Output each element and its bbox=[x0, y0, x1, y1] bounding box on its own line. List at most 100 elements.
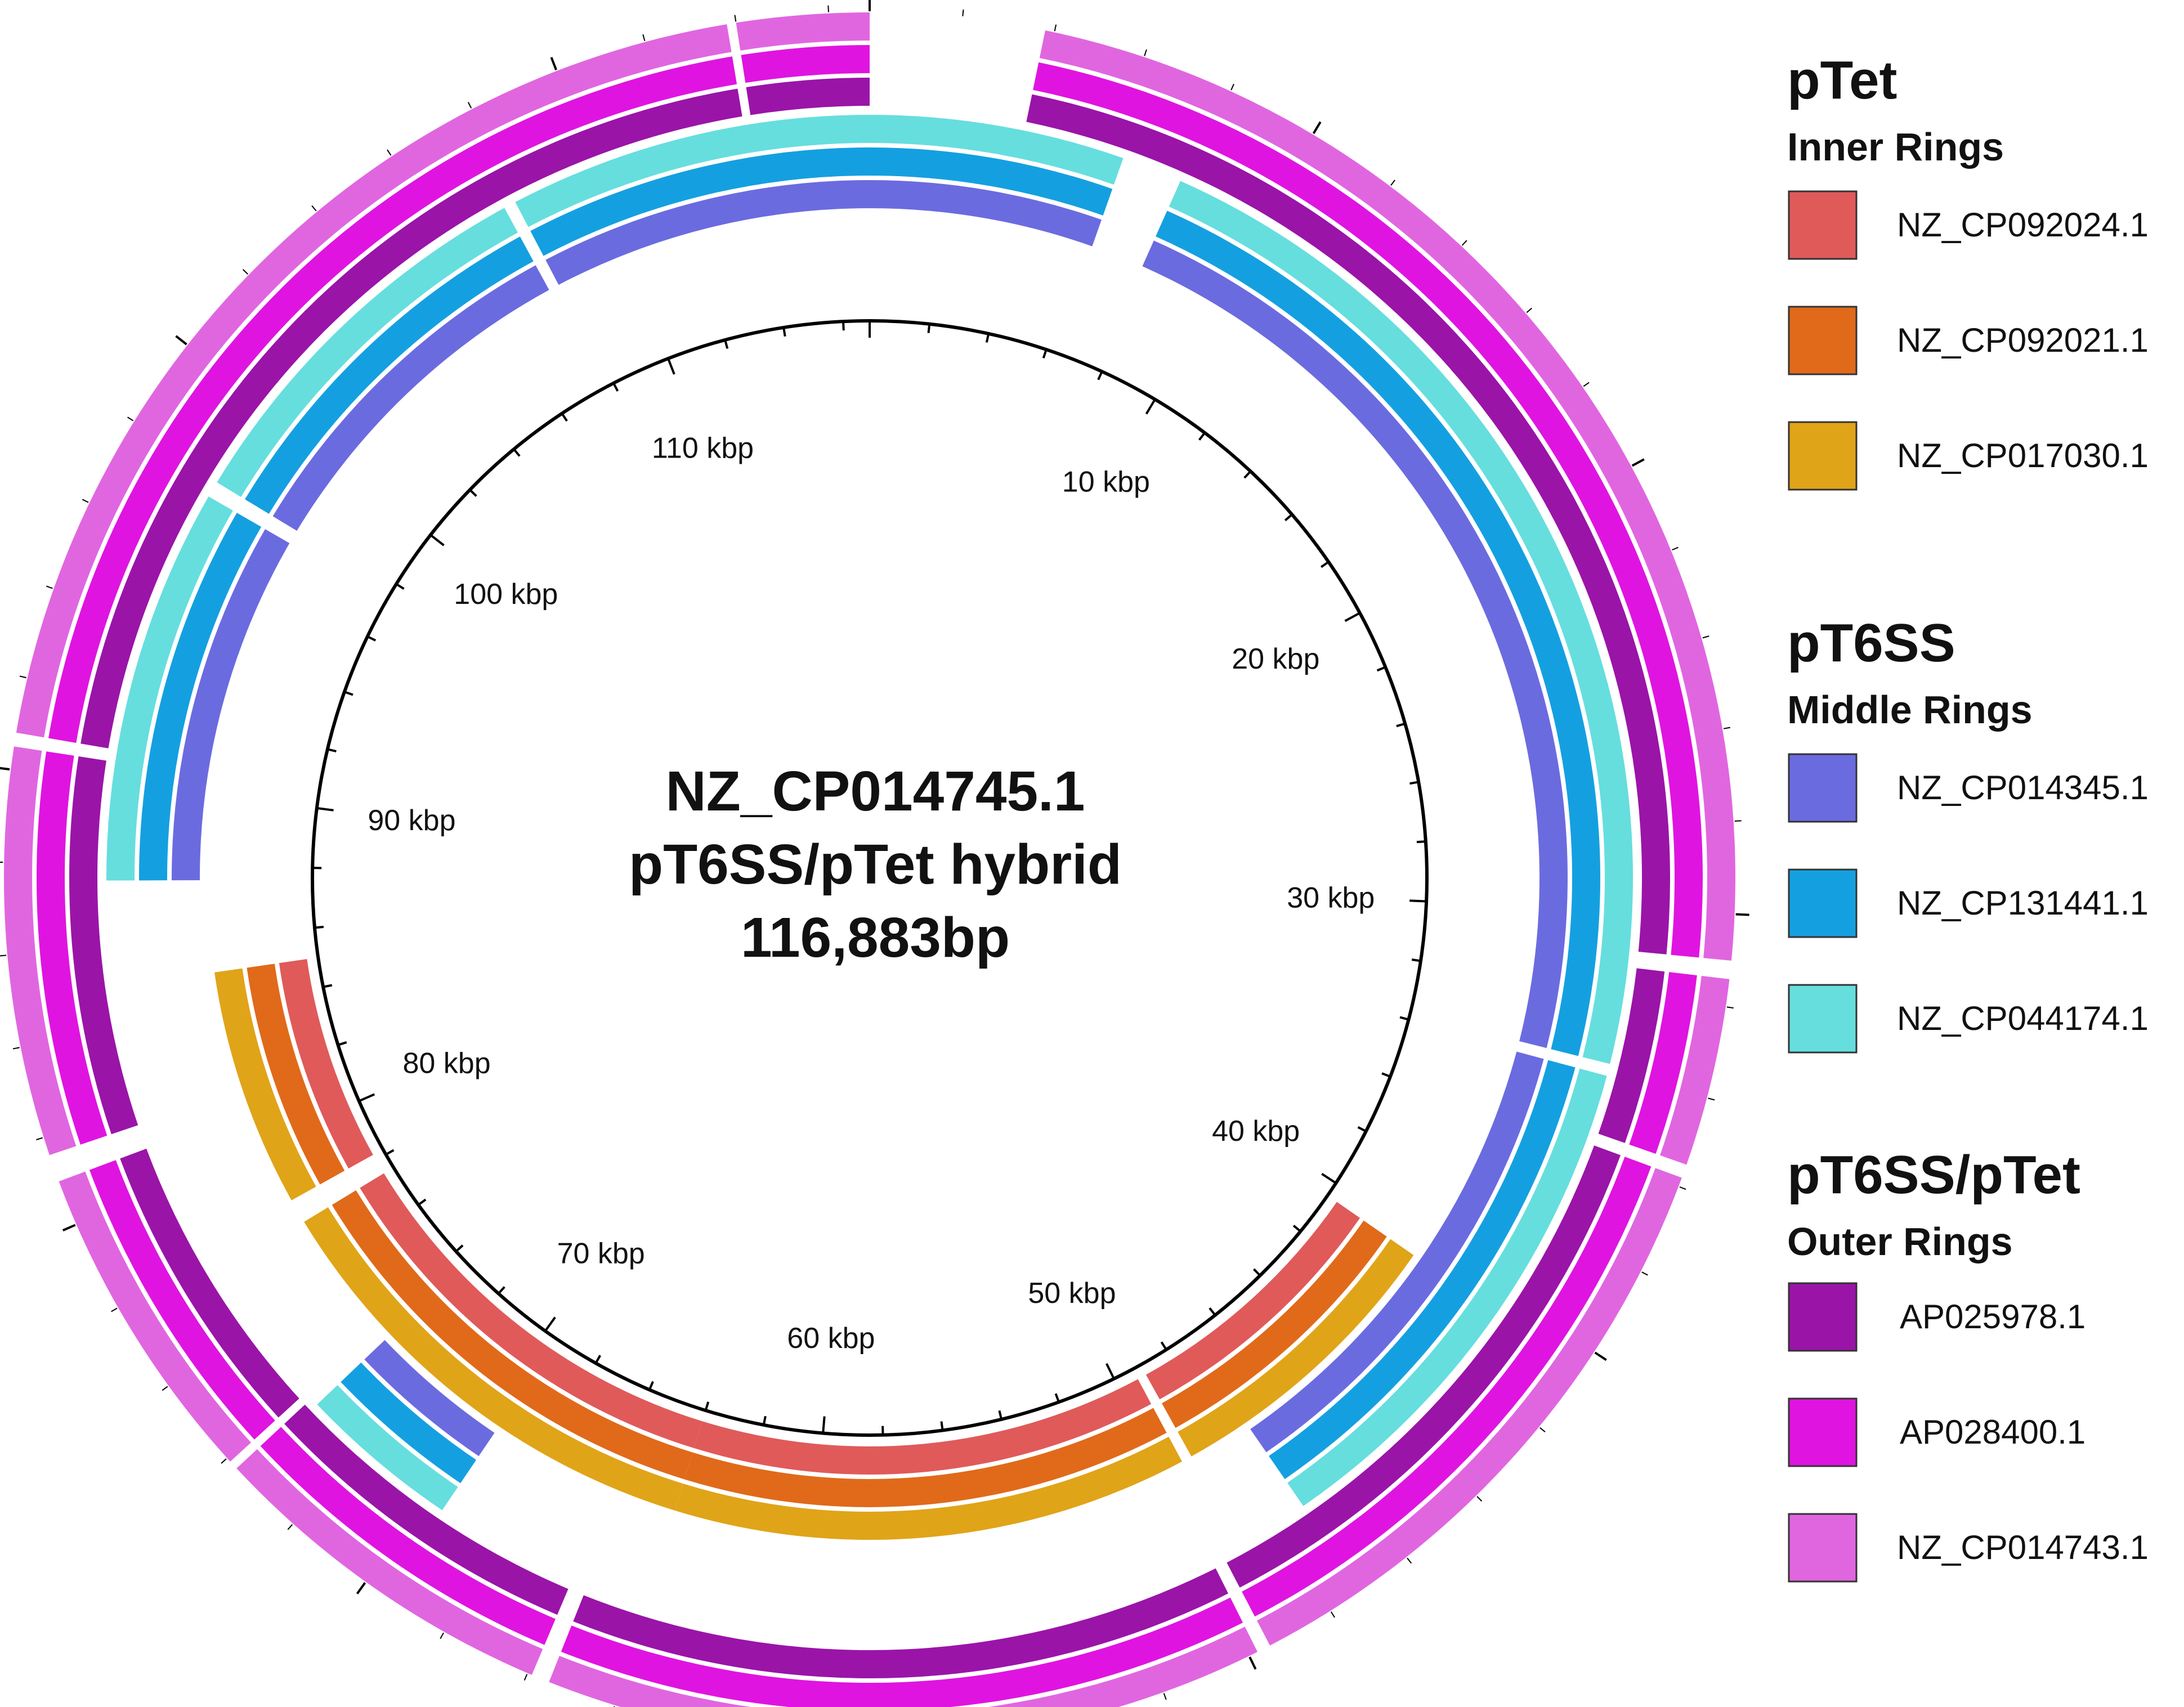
outer-tick bbox=[1407, 1557, 1412, 1564]
ring-segment bbox=[1256, 1168, 1682, 1646]
ring-segment bbox=[746, 78, 870, 115]
tick-label: 50 kbp bbox=[1028, 1277, 1116, 1310]
outer-tick bbox=[1054, 24, 1057, 32]
legend-label: AP028400.1 bbox=[1900, 1413, 2085, 1451]
minor-tick bbox=[323, 984, 333, 988]
outer-tick bbox=[36, 1137, 43, 1141]
ring-segment bbox=[284, 1404, 569, 1615]
minor-tick bbox=[594, 1355, 602, 1364]
ring-segment bbox=[1269, 1060, 1576, 1480]
outer-tick bbox=[1230, 83, 1234, 91]
minor-tick bbox=[498, 1286, 505, 1294]
minor-tick bbox=[985, 333, 990, 343]
minor-tick bbox=[704, 1401, 710, 1411]
center-title: NZ_CP014745.1 pT6SS/pTet hybrid 116,883b… bbox=[629, 760, 1122, 969]
ring-segment bbox=[236, 1449, 543, 1675]
tick-label: 70 kbp bbox=[557, 1238, 645, 1270]
outer-tick bbox=[1390, 180, 1395, 186]
ring-segment bbox=[279, 959, 373, 1169]
outer-tick bbox=[523, 1674, 528, 1681]
minor-tick bbox=[337, 1041, 347, 1046]
center-title-line-3: 116,883bp bbox=[741, 906, 1010, 969]
tick-label: 10 kbp bbox=[1062, 466, 1150, 499]
ring-segment bbox=[272, 265, 549, 531]
legend-swatch bbox=[1788, 1513, 1858, 1583]
ring-segment bbox=[69, 756, 138, 1135]
outer-tick bbox=[356, 1582, 366, 1594]
outer-tick bbox=[1726, 1006, 1734, 1009]
outer-tick bbox=[221, 1458, 227, 1464]
ring-segment bbox=[545, 180, 870, 285]
outer-tick bbox=[1594, 1351, 1607, 1361]
minor-tick bbox=[1198, 432, 1206, 441]
minor-tick bbox=[469, 489, 477, 497]
outer-tick bbox=[0, 955, 7, 957]
outer-tick bbox=[82, 499, 89, 503]
major-tick bbox=[667, 358, 675, 375]
ring-segment bbox=[106, 496, 233, 881]
ring-segment bbox=[1178, 1239, 1414, 1457]
legend-label: NZ_CP131441.1 bbox=[1897, 884, 2149, 922]
outer-tick bbox=[1476, 1496, 1483, 1502]
ring-segment bbox=[1242, 1157, 1652, 1617]
outer-tick bbox=[46, 585, 53, 589]
scale-ticks bbox=[312, 321, 1427, 1435]
ring-segment bbox=[3, 746, 77, 1155]
ring-segment bbox=[1145, 1202, 1360, 1400]
outer-tick bbox=[550, 57, 557, 70]
legend-label: NZ_CP017030.1 bbox=[1897, 437, 2149, 474]
tick-label: 100 kbp bbox=[454, 578, 558, 611]
ring-segment bbox=[332, 1190, 693, 1480]
legend-swatch bbox=[1788, 868, 1858, 938]
center-title-line-1: NZ_CP014745.1 bbox=[666, 760, 1085, 823]
legend-heading-hybrid: pT6SS/pTet bbox=[1787, 1145, 2080, 1205]
legend: pTet Inner Rings NZ_CP092024.1 NZ_CP0920… bbox=[1787, 50, 2149, 1583]
ring-layer bbox=[3, 12, 1735, 1707]
minor-tick bbox=[940, 1421, 944, 1431]
major-tick bbox=[358, 1093, 375, 1103]
outer-tick bbox=[287, 1524, 293, 1530]
outer-tick bbox=[1163, 1693, 1167, 1700]
minor-tick bbox=[1253, 1268, 1261, 1276]
major-tick bbox=[822, 1416, 826, 1433]
minor-tick bbox=[842, 321, 845, 331]
minor-tick bbox=[455, 1244, 464, 1252]
legend-label: NZ_CP014345.1 bbox=[1897, 769, 2149, 807]
legend-label: NZ_CP014743.1 bbox=[1897, 1529, 2149, 1566]
minor-tick bbox=[927, 324, 931, 333]
minor-tick bbox=[1320, 561, 1330, 568]
outer-tick bbox=[1461, 240, 1467, 246]
minor-tick bbox=[1160, 1341, 1167, 1351]
tick-label: 20 kbp bbox=[1232, 643, 1319, 675]
minor-tick bbox=[1292, 1225, 1301, 1233]
major-tick bbox=[1145, 398, 1156, 415]
ring-segment bbox=[360, 1173, 702, 1449]
outer-tick bbox=[127, 416, 134, 422]
minor-tick bbox=[1409, 781, 1419, 785]
ring-segment bbox=[549, 1627, 1258, 1707]
legend-swatch bbox=[1788, 306, 1858, 375]
outer-tick bbox=[1641, 1271, 1648, 1276]
minor-tick bbox=[418, 1198, 427, 1206]
minor-tick bbox=[1381, 1072, 1391, 1078]
outer-tick bbox=[440, 1632, 444, 1639]
ring-segment bbox=[1287, 1068, 1607, 1506]
ring-segment bbox=[341, 1362, 477, 1484]
ring-segment bbox=[59, 1171, 251, 1462]
legend-label: NZ_CP044174.1 bbox=[1897, 1000, 2149, 1037]
minor-tick bbox=[1357, 1126, 1367, 1132]
ring-segment bbox=[1227, 1145, 1621, 1588]
ring-segment bbox=[245, 236, 534, 514]
outer-tick bbox=[162, 1386, 168, 1391]
tick-label: 40 kbp bbox=[1212, 1115, 1300, 1148]
outer-tick bbox=[19, 675, 26, 679]
ring-segment bbox=[89, 1160, 275, 1440]
minor-tick bbox=[1376, 666, 1386, 672]
minor-tick bbox=[513, 448, 521, 457]
scale-labels: 10 kbp 20 kbp 30 kbp 40 kbp 50 kbp 60 kbp 70 k… bbox=[368, 432, 1375, 1355]
outer-tick bbox=[1526, 307, 1532, 313]
ring-segment bbox=[1033, 62, 1703, 958]
minor-tick bbox=[1416, 840, 1426, 844]
ring-segment bbox=[1026, 94, 1671, 955]
minor-tick bbox=[1054, 1393, 1060, 1403]
